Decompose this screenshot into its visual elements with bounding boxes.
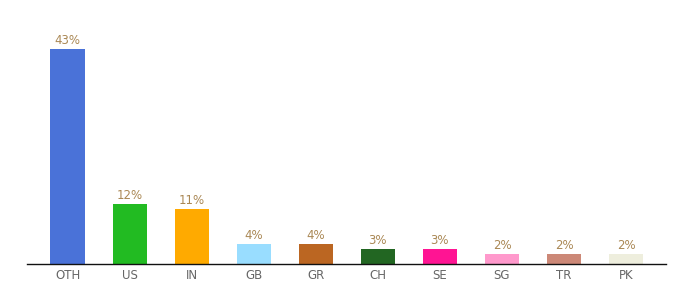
Bar [237,244,271,264]
Text: 12%: 12% [116,189,143,202]
Text: 4%: 4% [307,229,325,242]
Text: 4%: 4% [244,229,263,242]
Text: 11%: 11% [179,194,205,207]
Bar [112,204,147,264]
Bar [299,244,333,264]
Text: 43%: 43% [54,34,80,47]
Text: 3%: 3% [430,234,449,247]
Bar [361,249,395,264]
Text: 2%: 2% [492,239,511,252]
Bar [423,249,457,264]
Text: 2%: 2% [617,239,635,252]
Text: 2%: 2% [555,239,573,252]
Bar [485,254,519,264]
Bar [547,254,581,264]
Text: 3%: 3% [369,234,387,247]
Bar [50,49,84,264]
Bar [609,254,643,264]
Bar [175,209,209,264]
